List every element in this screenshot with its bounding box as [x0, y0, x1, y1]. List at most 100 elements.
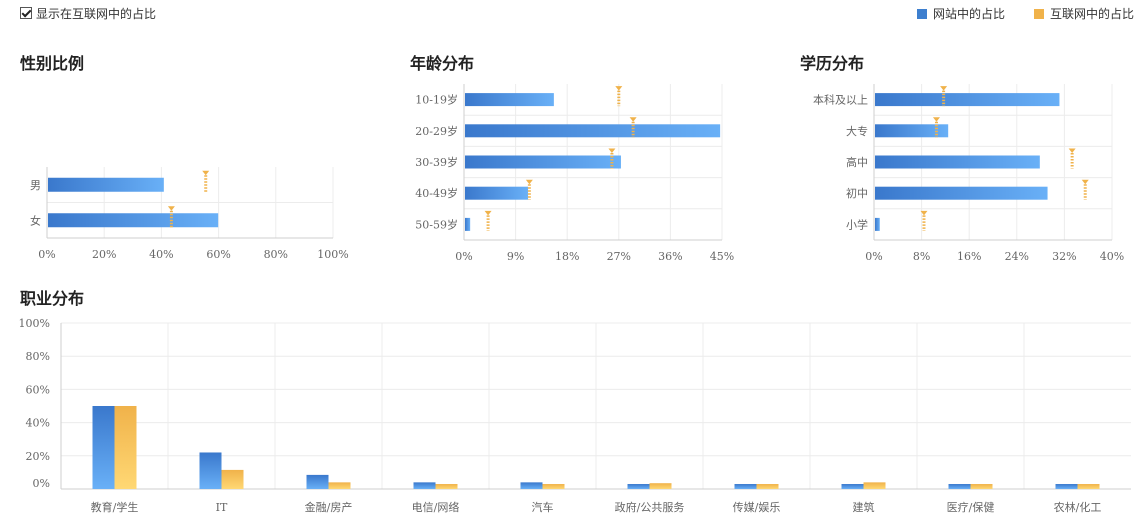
education-bar-site [875, 217, 880, 231]
gender-category-label: 女 [30, 213, 41, 227]
occupation-bar-site [627, 484, 650, 489]
occupation-chart-title: 职业分布 [20, 289, 85, 308]
top-bar: 显示在互联网中的占比 网站中的占比 互联网中的占比 [0, 0, 1138, 26]
occupation-bar-site [1055, 484, 1078, 489]
age-bar-site [465, 217, 471, 231]
gender-bar-site [48, 177, 164, 192]
gender-tick-label: 0% [38, 248, 55, 261]
age-bar-site [465, 186, 529, 200]
occupation-bar-internet [114, 406, 137, 489]
education-tick-label: 0% [865, 250, 882, 263]
occupation-tick-label: 60% [26, 383, 50, 396]
occupation-tick-label: 20% [26, 450, 50, 463]
occupation-bar-site [948, 484, 971, 489]
legend-item-site: 网站中的占比 [917, 5, 1005, 21]
age-internet-marker-arrow [608, 148, 616, 153]
occupation-bar-site [199, 452, 222, 489]
gender-category-label: 男 [30, 179, 41, 192]
occupation-bar-internet [649, 483, 672, 489]
education-category-label: 高中 [846, 155, 868, 169]
occupation-category-label: 医疗/保健 [947, 500, 995, 514]
occupation-category-label: 传媒/娱乐 [733, 500, 781, 514]
gender-internet-marker-arrow [167, 206, 175, 211]
education-tick-label: 16% [957, 250, 981, 263]
occupation-category-label: 农林/化工 [1054, 500, 1102, 514]
legend-item-internet: 互联网中的占比 [1034, 5, 1134, 21]
occupation-category-label: 政府/公共服务 [615, 500, 685, 514]
education-internet-marker-arrow [940, 86, 948, 91]
age-category-label: 10-19岁 [415, 93, 458, 107]
occupation-bar-site [92, 406, 115, 489]
age-bar-site [465, 155, 621, 169]
age-tick-label: 9% [507, 250, 524, 263]
education-category-label: 小学 [846, 217, 868, 231]
gender-tick-label: 100% [317, 248, 348, 261]
education-category-label: 初中 [846, 186, 868, 200]
education-internet-marker-arrow [1068, 148, 1076, 153]
occupation-bar-internet [863, 482, 886, 489]
legend-label-internet: 互联网中的占比 [1050, 7, 1135, 21]
education-tick-label: 32% [1052, 250, 1076, 263]
gender-bar-site [48, 213, 219, 228]
education-bar-site [875, 155, 1040, 169]
occupation-bar-internet [542, 484, 565, 489]
age-chart-title: 年龄分布 [410, 54, 475, 73]
education-internet-marker-arrow [920, 210, 928, 216]
occupation-bar-internet [221, 469, 244, 489]
education-chart-title: 学历分布 [800, 54, 865, 73]
occupation-bar-internet [970, 484, 993, 489]
age-internet-marker-arrow [615, 86, 623, 91]
age-tick-label: 36% [658, 250, 682, 263]
legend-label-site: 网站中的占比 [933, 7, 1006, 21]
occupation-bar-internet [756, 484, 779, 489]
education-internet-marker-arrow [1081, 179, 1089, 185]
education-bar-site [875, 186, 1048, 200]
gender-chart-title: 性别比例 [20, 54, 85, 73]
age-bar-site [465, 93, 554, 107]
legend-swatch-internet [1034, 9, 1044, 19]
education-tick-label: 40% [1100, 250, 1124, 263]
occupation-bar-site [841, 484, 864, 489]
age-tick-label: 0% [455, 250, 472, 263]
occupation-bar-site [413, 482, 436, 489]
education-bar-site [875, 93, 1060, 107]
gender-tick-label: 60% [206, 248, 230, 261]
occupation-bar-site [520, 482, 543, 489]
occupation-tick-label: 80% [26, 350, 50, 363]
occupation-category-label: IT [216, 501, 228, 514]
occupation-category-label: 电信/网络 [412, 500, 460, 514]
gender-tick-label: 20% [92, 248, 116, 261]
age-category-label: 50-59岁 [415, 217, 458, 231]
occupation-category-label: 汽车 [532, 500, 554, 514]
age-category-label: 30-39岁 [415, 155, 458, 169]
age-tick-label: 18% [555, 250, 579, 263]
education-tick-label: 24% [1005, 250, 1029, 263]
education-tick-label: 8% [913, 250, 930, 263]
gender-tick-label: 80% [264, 248, 288, 261]
occupation-category-label: 建筑 [853, 500, 875, 514]
occupation-category-label: 教育/学生 [91, 500, 139, 514]
occupation-bar-internet [435, 484, 458, 489]
age-internet-marker-arrow [525, 179, 533, 185]
gender-tick-label: 40% [149, 248, 173, 261]
occupation-category-label: 金融/房产 [305, 500, 353, 514]
occupation-bar-site [734, 484, 757, 489]
show-internet-share-label[interactable]: 显示在互联网中的占比 [36, 7, 157, 21]
age-tick-label: 27% [607, 250, 631, 263]
show-internet-share-checkbox[interactable] [20, 7, 32, 19]
age-internet-marker-arrow [629, 117, 637, 122]
occupation-bar-internet [1077, 484, 1100, 489]
age-category-label: 40-49岁 [415, 186, 458, 200]
education-internet-marker-arrow [932, 117, 940, 122]
age-internet-marker-arrow [484, 210, 492, 216]
occupation-bar-site [306, 474, 329, 489]
occupation-tick-label: 100% [19, 317, 50, 330]
education-bar-site [875, 124, 949, 138]
gender-internet-marker-arrow [202, 170, 210, 176]
age-bar-site [465, 124, 721, 138]
legend-swatch-site [917, 9, 927, 19]
education-category-label: 本科及以上 [813, 93, 868, 107]
occupation-tick-label: 0% [33, 477, 50, 490]
occupation-bar-internet [328, 482, 351, 489]
